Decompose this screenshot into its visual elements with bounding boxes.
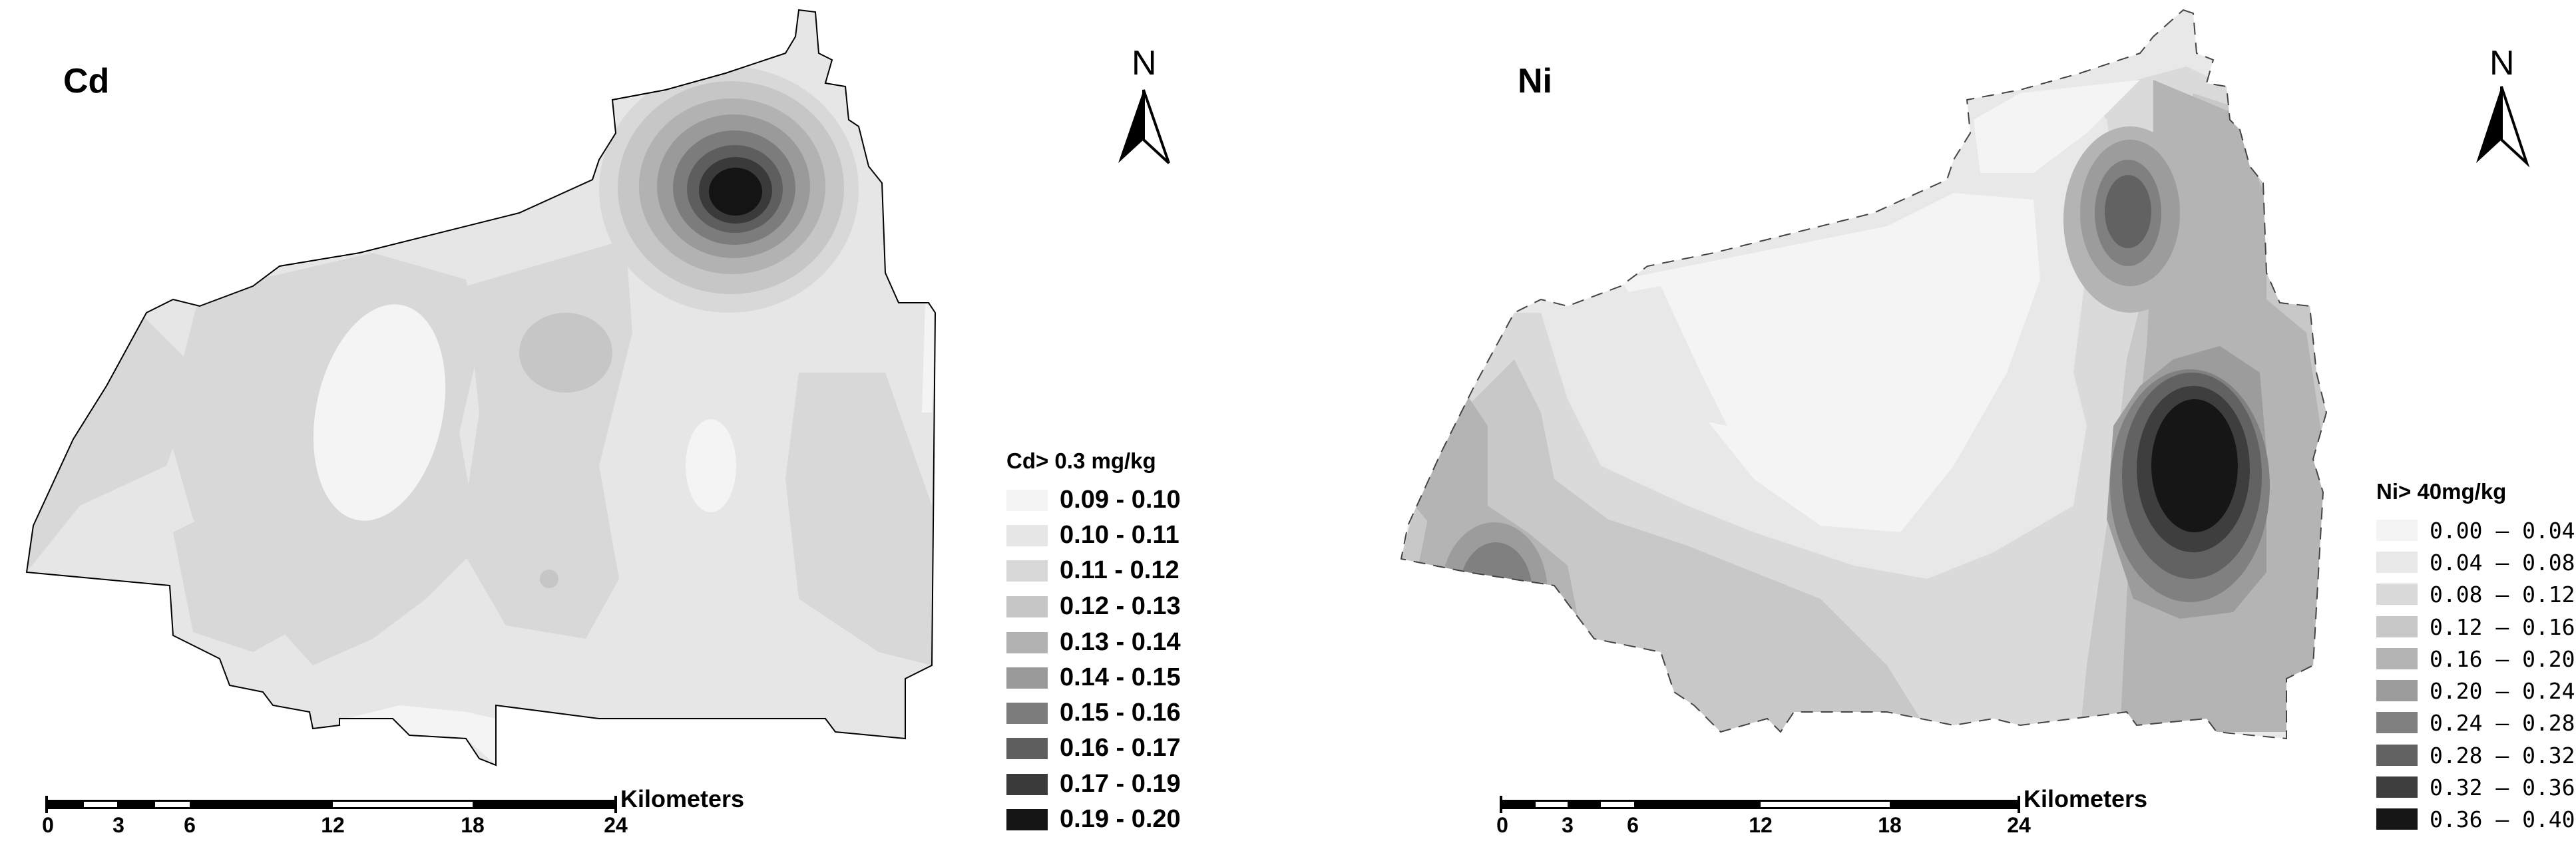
ni-map-panel: Ni — [1288, 0, 2576, 857]
scale-tick-label: 18 — [1878, 813, 1902, 837]
legend-label: 0.08 – 0.12 — [2430, 582, 2575, 607]
north-arrow-icon — [2476, 86, 2530, 168]
legend-label: 0.13 - 0.14 — [1060, 628, 1181, 656]
legend-label: 0.12 – 0.16 — [2430, 614, 2575, 640]
legend-swatch — [1006, 738, 1048, 759]
legend-swatch — [2376, 616, 2418, 637]
legend-label: 0.09 - 0.10 — [1060, 486, 1181, 514]
legend-label: 0.17 - 0.19 — [1060, 770, 1181, 798]
legend-swatch — [2376, 680, 2418, 701]
legend-swatch — [2376, 776, 2418, 798]
legend-swatch — [2376, 584, 2418, 605]
map-title: Cd — [63, 62, 110, 100]
legend-swatch — [2376, 552, 2418, 573]
legend-label: 0.00 – 0.04 — [2430, 518, 2575, 544]
legend-swatch — [2376, 808, 2418, 830]
cd-contour-layer — [27, 10, 935, 765]
legend-swatch — [1006, 490, 1048, 511]
legend-swatch — [1006, 525, 1048, 546]
map-title: Ni — [1518, 62, 1552, 100]
legend-label: 0.20 – 0.24 — [2430, 678, 2575, 704]
legend-label: 0.16 – 0.20 — [2430, 646, 2575, 672]
cd-study-area-boundary — [25, 9, 937, 767]
legend-label: 0.15 - 0.16 — [1060, 699, 1181, 727]
legend-label: 0.04 – 0.08 — [2430, 550, 2575, 576]
legend-swatch — [1006, 632, 1048, 653]
legend-label: 0.28 – 0.32 — [2430, 743, 2575, 769]
legend-swatch — [2376, 520, 2418, 541]
legend-swatch — [2376, 648, 2418, 669]
scale-tick-label: 3 — [112, 813, 124, 837]
legend-label: 0.10 - 0.11 — [1060, 521, 1180, 549]
legend-title: Ni> 40mg/kg — [2376, 479, 2507, 504]
legend-title: Cd> 0.3 mg/kg — [1006, 448, 1156, 473]
scale-unit-label: Kilometers — [2024, 785, 2148, 812]
legend-label: 0.14 - 0.15 — [1060, 663, 1181, 691]
legend-swatch — [2376, 712, 2418, 733]
north-label: N — [1132, 44, 1157, 83]
legend-label: 0.11 - 0.12 — [1060, 556, 1180, 584]
legend-swatch — [2376, 745, 2418, 766]
scale-tick-label: 24 — [604, 813, 628, 837]
legend-swatch — [1006, 703, 1048, 724]
legend-label: 0.32 – 0.36 — [2430, 774, 2575, 800]
scale-tick-label: 0 — [1496, 813, 1508, 837]
scale-bar — [45, 796, 617, 813]
legend-swatch — [1006, 809, 1048, 830]
scale-tick-label: 24 — [2007, 813, 2031, 837]
legend-label: 0.36 – 0.40 — [2430, 806, 2575, 832]
legend-label: 0.16 - 0.17 — [1060, 734, 1181, 762]
scale-tick-label: 0 — [42, 813, 54, 837]
legend-swatch — [1006, 667, 1048, 689]
legend-swatch — [1006, 560, 1048, 582]
legend-label: 0.19 - 0.20 — [1060, 805, 1181, 833]
cd-map-panel: Cd — [25, 9, 1181, 837]
legend-swatch — [1006, 596, 1048, 617]
scale-tick-label: 6 — [1627, 813, 1639, 837]
scale-tick-label: 12 — [321, 813, 345, 837]
scale-tick-label: 18 — [461, 813, 485, 837]
scale-bar — [1500, 796, 2020, 813]
scale-tick-label: 3 — [1562, 813, 1574, 837]
legend-label: 0.12 - 0.13 — [1060, 592, 1181, 620]
ni-map-canvas — [1400, 9, 2530, 813]
legend-swatch — [1006, 774, 1048, 795]
ni-contour-layer — [1401, 10, 2326, 739]
scale-tick-label: 12 — [1749, 813, 1773, 837]
north-arrow-icon — [1118, 89, 1170, 164]
scale-tick-label: 6 — [184, 813, 196, 837]
cd-map-canvas — [25, 9, 1170, 813]
legend-label: 0.24 – 0.28 — [2430, 710, 2575, 736]
scale-unit-label: Kilometers — [620, 785, 745, 812]
north-label: N — [2489, 44, 2515, 83]
ni-study-area-boundary — [1400, 9, 2328, 740]
